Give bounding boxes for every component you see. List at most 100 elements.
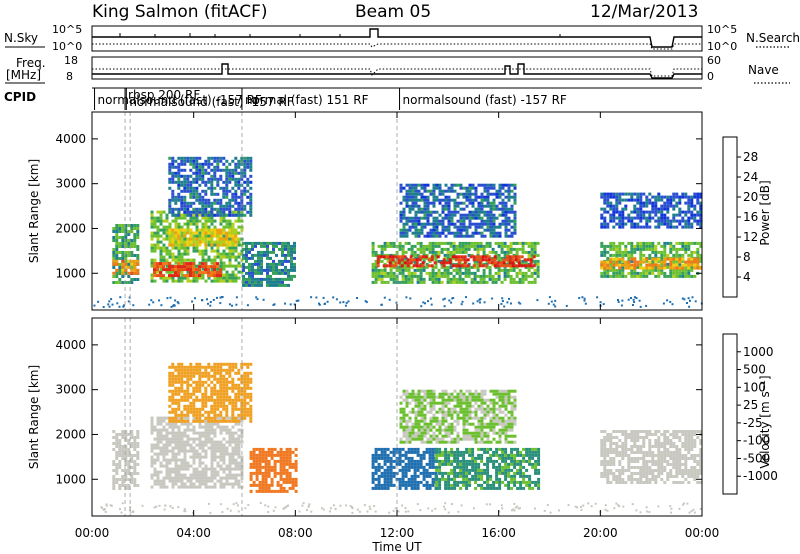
heat-cell xyxy=(249,419,253,423)
heat-cell xyxy=(210,246,214,250)
heat-cell xyxy=(219,371,223,375)
heat-cell xyxy=(112,460,116,463)
heat-cell xyxy=(509,247,513,251)
heat-cell xyxy=(657,210,661,214)
heat-cell xyxy=(237,407,241,411)
heat-cell xyxy=(225,219,229,223)
heat-cell xyxy=(192,419,196,423)
heat-cell xyxy=(216,231,220,235)
heat-cell xyxy=(201,252,205,256)
heat-cell xyxy=(204,180,208,184)
heat-cell xyxy=(246,410,250,414)
heat-cell xyxy=(245,250,248,254)
heat-cell xyxy=(429,192,433,196)
heat-cell xyxy=(471,201,475,205)
heat-cell xyxy=(216,395,220,399)
heat-cell xyxy=(651,195,655,199)
heat-cell xyxy=(510,219,514,223)
heat-cell xyxy=(127,451,131,454)
heat-cell xyxy=(654,260,658,264)
heat-cell xyxy=(618,259,622,263)
heat-cell xyxy=(201,461,205,465)
heat-cell xyxy=(150,458,154,462)
heat-cell xyxy=(133,445,137,448)
heat-cell xyxy=(133,268,137,272)
heat-cell xyxy=(153,443,157,447)
heat-cell xyxy=(483,210,487,214)
heat-cell xyxy=(456,204,460,208)
heat-cell xyxy=(630,241,634,245)
heat-cell xyxy=(150,234,154,238)
heat-cell xyxy=(237,383,241,387)
heat-cell xyxy=(183,449,187,453)
heat-cell xyxy=(383,268,387,272)
heat-cell xyxy=(115,262,119,266)
heat-cell xyxy=(219,216,223,220)
heat-cell xyxy=(287,283,290,287)
heat-cell xyxy=(445,261,449,265)
heat-cell xyxy=(624,253,628,257)
heat-cell xyxy=(603,244,607,248)
heat-cell xyxy=(183,228,187,232)
heat-cell xyxy=(690,253,694,257)
heat-cell xyxy=(618,213,622,217)
heat-cell xyxy=(249,465,253,469)
heat-cell xyxy=(242,241,245,245)
heat-cell xyxy=(527,265,531,269)
heat-cell xyxy=(435,216,439,220)
heat-cell xyxy=(458,241,462,245)
heat-cell xyxy=(429,201,433,205)
heat-cell xyxy=(207,265,210,269)
heat-cell xyxy=(210,443,214,447)
heat-cell xyxy=(121,445,125,448)
heat-cell xyxy=(467,274,471,278)
heat-cell xyxy=(189,174,193,178)
heat-cell xyxy=(383,483,387,487)
heat-cell xyxy=(130,278,134,281)
heat-cell xyxy=(258,462,262,466)
heat-cell xyxy=(526,258,530,262)
heat-cell xyxy=(281,247,284,251)
heat-cell xyxy=(231,461,235,465)
heat-cell xyxy=(461,277,465,281)
heat-cell xyxy=(504,201,508,205)
heat-cell xyxy=(600,222,604,226)
heat-cell xyxy=(189,162,193,166)
heat-cell xyxy=(171,383,175,387)
heat-cell xyxy=(429,234,433,238)
heat-cell xyxy=(115,272,119,275)
heat-cell xyxy=(121,481,125,484)
heat-cell xyxy=(136,484,140,487)
heat-cell xyxy=(231,246,235,250)
heat-cell xyxy=(281,250,284,254)
heat-cell xyxy=(486,204,490,208)
heat-cell xyxy=(177,443,181,447)
heat-cell xyxy=(603,207,607,211)
heat-cell xyxy=(189,168,193,172)
heat-cell xyxy=(198,371,202,375)
heat-cell xyxy=(201,449,205,453)
heat-cell xyxy=(130,259,134,263)
heat-cell xyxy=(213,482,217,486)
heat-cell xyxy=(413,274,417,278)
heat-cell xyxy=(633,225,637,229)
heat-cell xyxy=(192,258,196,262)
heat-cell xyxy=(183,428,187,432)
heat-cell xyxy=(150,264,154,268)
heat-cell xyxy=(204,443,208,447)
heat-cell xyxy=(476,247,480,251)
heat-cell xyxy=(438,186,442,190)
heat-cell xyxy=(490,261,494,265)
heat-cell xyxy=(115,457,119,460)
heat-cell xyxy=(389,277,393,281)
heat-cell xyxy=(404,277,408,281)
heat-cell xyxy=(413,462,417,466)
heat-cell xyxy=(177,473,181,477)
heat-cell xyxy=(174,431,178,435)
heat-cell xyxy=(237,261,241,265)
heat-cell xyxy=(371,247,375,251)
heat-cell xyxy=(156,210,160,214)
heat-cell xyxy=(261,471,265,475)
heat-cell xyxy=(426,207,430,211)
cpid-label-1: rbsp 200 RF xyxy=(128,88,200,102)
